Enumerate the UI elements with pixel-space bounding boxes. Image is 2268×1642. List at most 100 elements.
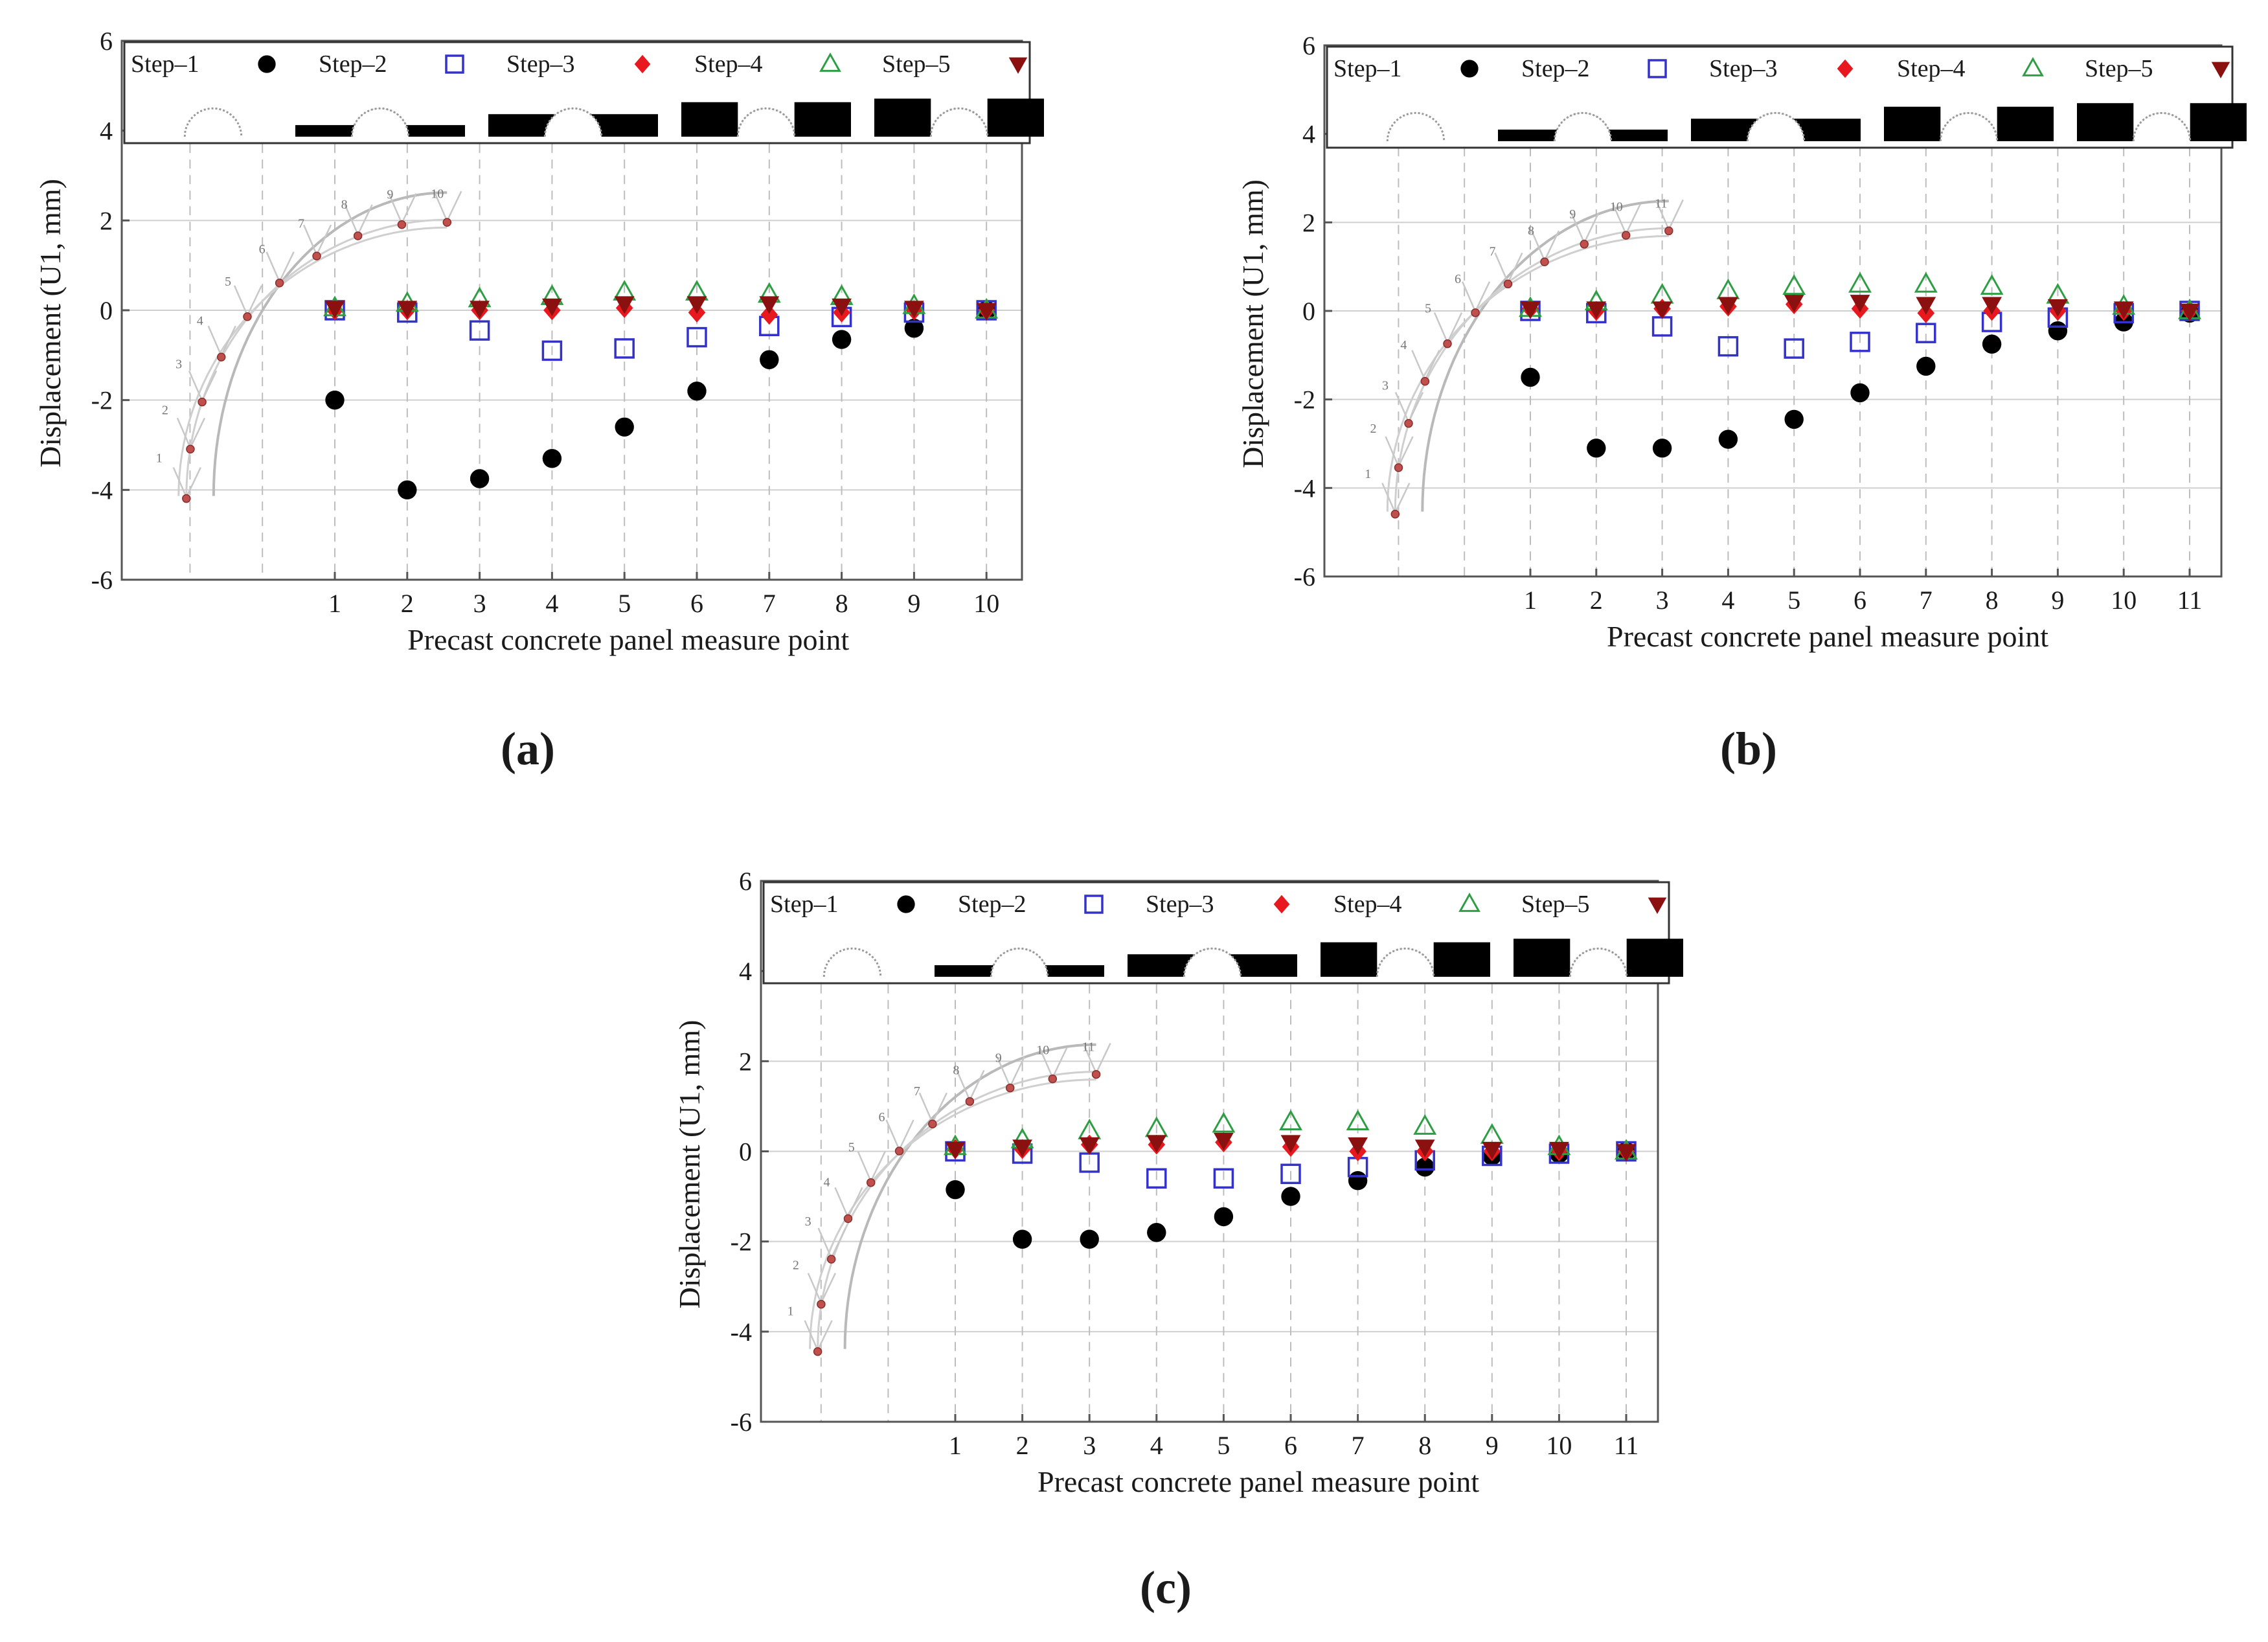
panel-3: 1 2 3 4 5 6 7 8 9 10 11 -6 -4 -2 0 2 4 6 1 2 3 4 5 6 7 8 9 10 11 Prec… (673, 867, 1683, 1498)
x-tick-label: 5 (618, 589, 631, 618)
segment-label: 3 (176, 358, 182, 372)
lattice-strut (220, 325, 236, 356)
segment-label: 11 (1655, 196, 1667, 211)
x-tick-label: 7 (1352, 1431, 1365, 1460)
legend-step-3-diamond (634, 54, 651, 74)
legend-step-4-triangle (2022, 56, 2044, 76)
segment-label: 7 (1489, 244, 1495, 258)
legend-label: Step–2 (1521, 55, 1590, 82)
legend-label: Step–4 (1333, 891, 1402, 918)
gauge-point (1390, 510, 1400, 519)
arch-outer-chord (1421, 200, 1669, 512)
step-5-triangle-down (1079, 1137, 1100, 1156)
segment-label: 6 (879, 1110, 885, 1124)
y-tick-label: 6 (100, 27, 113, 56)
legend-label: Step–3 (1146, 891, 1214, 918)
segment-label: 2 (162, 403, 168, 417)
step-5-triangle-down (1652, 301, 1672, 319)
step-1-circle (1147, 1223, 1166, 1242)
segment-label: 9 (387, 188, 393, 202)
x-tick-label: 7 (1920, 586, 1933, 615)
series-5 (324, 296, 997, 321)
x-tick-label: 8 (835, 589, 848, 618)
gauge-point (843, 1214, 853, 1224)
x-tick-label: 4 (545, 589, 558, 618)
step-5-triangle-down (1146, 1135, 1167, 1153)
gauge-point (1621, 231, 1631, 240)
step-1-circle (1982, 334, 2002, 354)
tunnel-opening (1377, 948, 1434, 977)
x-tick-label: 7 (763, 589, 776, 618)
step-2-square (541, 340, 563, 361)
step-1-circle (1348, 1171, 1368, 1191)
x-tick-label: 1 (1524, 586, 1537, 615)
gauge-point (275, 279, 284, 288)
step-5-triangle-down (945, 1141, 966, 1160)
legend-step-3-diamond (1837, 59, 1854, 78)
legend-step-1-circle (258, 55, 276, 73)
segment-label: 8 (953, 1063, 959, 1077)
tunnel-opening (991, 948, 1048, 977)
lattice-strut (1009, 1056, 1025, 1088)
segment-label: 8 (1528, 223, 1534, 238)
legend-label: Step–5 (882, 51, 951, 78)
step-5-triangle-down (686, 296, 707, 314)
step-2-square (469, 320, 490, 341)
lattice-strut (1668, 199, 1684, 230)
step-1-circle (1850, 383, 1870, 403)
lattice-strut (898, 1119, 914, 1150)
lattice-strut (1398, 436, 1414, 467)
y-tick-label: 0 (739, 1137, 752, 1167)
step-5-triangle-down (1982, 297, 2002, 315)
segment-label: 3 (1382, 379, 1389, 393)
segment-label: 11 (1082, 1040, 1094, 1055)
segment-label: 5 (848, 1141, 855, 1155)
lattice-strut (817, 1320, 833, 1351)
gauge-point (353, 231, 363, 240)
step-1-circle (1718, 429, 1738, 449)
x-tick-label: 11 (2177, 586, 2203, 615)
lattice-arch (1183, 947, 1242, 977)
gauge-point (1394, 463, 1403, 472)
step-2-square (1916, 323, 1936, 343)
x-tick-label: 2 (1016, 1431, 1029, 1460)
legend-label: Step–4 (694, 51, 763, 78)
step-5-triangle-down (1616, 1144, 1637, 1162)
step-1-circle (1652, 439, 1672, 458)
gauge-point (243, 312, 252, 321)
lattice-strut (246, 285, 263, 316)
gauge-point (1580, 240, 1589, 249)
panel-1: 1 2 3 4 5 6 7 8 9 10 -6 -4 -2 0 2 4 6 1 2 3 4 5 6 7 8 9 10 Precast … (34, 27, 1044, 656)
step-4-triangle (1413, 1114, 1437, 1135)
y-tick-label: -2 (91, 386, 113, 415)
step-1-circle (1281, 1187, 1300, 1206)
lattice-strut (1407, 392, 1424, 423)
step-2-square (1784, 338, 1804, 359)
legend-label: Step–3 (1709, 55, 1778, 82)
lattice-strut (172, 467, 187, 498)
gauge-point (1048, 1074, 1058, 1084)
legend-step-1-circle (1460, 60, 1479, 78)
step-5-triangle-down (470, 301, 490, 319)
y-tick-label: 2 (739, 1047, 752, 1076)
tunnel-opening (352, 108, 409, 137)
segment-label: 3 (805, 1214, 811, 1229)
y-tick-label: -6 (1294, 562, 1315, 591)
lattice-strut (1543, 230, 1560, 261)
lattice-strut (1571, 212, 1585, 244)
arch-lining (1386, 234, 1669, 512)
y-tick-label: -2 (1294, 385, 1315, 415)
lattice-strut (804, 1320, 819, 1351)
step-5-triangle-down (759, 296, 780, 314)
gauge-point (1540, 257, 1549, 266)
gauge-point (965, 1097, 975, 1106)
y-axis-label: Displacement (U1, mm) (34, 179, 67, 468)
lattice-strut (388, 193, 403, 224)
step-5-triangle-down (397, 301, 418, 319)
step-2-square (1146, 1168, 1167, 1189)
lattice-strut (207, 325, 222, 356)
legend-label: Step–1 (131, 51, 199, 78)
gauge-point (397, 220, 407, 229)
step-1-circle (832, 330, 852, 349)
step-1-circle (1214, 1207, 1234, 1227)
